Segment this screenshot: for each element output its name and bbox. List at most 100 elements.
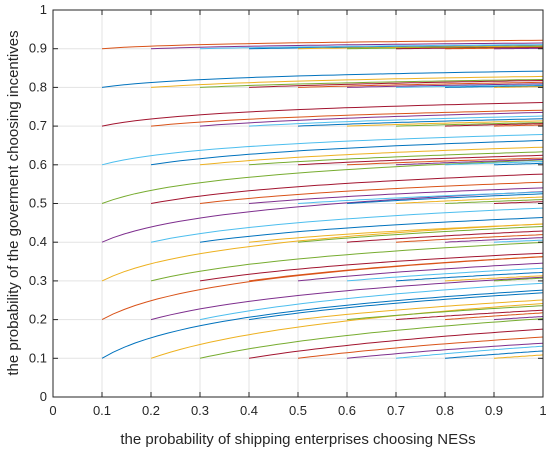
curve-series-line xyxy=(150,303,544,359)
x-tick-label: 0.9 xyxy=(485,403,503,418)
curve-series-line xyxy=(101,223,544,282)
curve-series-line xyxy=(346,305,544,321)
curve-series-line xyxy=(297,191,544,204)
curve-series-line xyxy=(248,187,544,204)
curve-series-line xyxy=(395,234,544,243)
y-axis-label: the probability of the goverment choosin… xyxy=(5,30,22,375)
curve-series-line xyxy=(297,226,544,243)
curve-series-line xyxy=(101,289,544,359)
curve-series-line xyxy=(346,193,544,204)
curve-series-line xyxy=(346,120,544,127)
curve-series-line xyxy=(297,262,544,282)
curve-series-line xyxy=(395,345,544,359)
curve-series-line xyxy=(395,122,544,127)
y-tick-label: 0.6 xyxy=(29,157,47,172)
curve-series-line xyxy=(150,139,544,166)
x-tick-label: 0.4 xyxy=(240,403,258,418)
ticks xyxy=(52,9,544,398)
curve-series-line xyxy=(248,328,544,359)
curve-series-line xyxy=(248,151,544,166)
curve-series-line xyxy=(199,252,544,282)
y-tick-labels: 0 0.1 0.2 0.3 0.4 0.5 0.6 0.7 0.8 0.9 1 xyxy=(29,2,47,404)
curve-series-line xyxy=(150,242,544,282)
curve-series-line xyxy=(101,134,544,166)
y-tick-label: 0.8 xyxy=(29,79,47,94)
curve-series-line xyxy=(297,336,544,359)
curve-series-line xyxy=(101,39,544,50)
curve-series-line xyxy=(297,81,544,88)
x-tick-label: 0.1 xyxy=(93,403,111,418)
curve-series-line xyxy=(199,111,544,127)
x-tick-label: 0.8 xyxy=(436,403,454,418)
curve-series-line xyxy=(444,350,544,359)
x-tick-label: 0.7 xyxy=(387,403,405,418)
curve-series-line xyxy=(494,201,543,204)
curves xyxy=(101,39,544,359)
curve-series-line xyxy=(199,79,544,88)
y-tick-label: 0.9 xyxy=(29,41,47,56)
x-tick-label: 1 xyxy=(539,403,546,418)
curve-series-line xyxy=(150,276,544,321)
curve-series-line xyxy=(199,181,544,204)
curve-series-line xyxy=(346,342,544,359)
y-tick-label: 0.2 xyxy=(29,312,47,327)
curve-series-line xyxy=(346,46,544,50)
curve-series-line xyxy=(444,312,544,321)
curve-series-line xyxy=(395,309,544,321)
curve-series-line xyxy=(150,109,544,127)
curve-series-line xyxy=(346,230,544,243)
curve-series-line xyxy=(101,70,544,88)
curve-series-line xyxy=(493,277,544,282)
curve-series-line xyxy=(444,123,543,127)
curve-series-line xyxy=(248,115,544,127)
x-tick-label: 0 xyxy=(49,403,56,418)
y-tick-label: 0 xyxy=(40,389,47,404)
curve-series-line xyxy=(297,299,544,321)
x-tick-label: 0.3 xyxy=(191,403,209,418)
y-tick-label: 0.7 xyxy=(29,118,47,133)
curve-series-line xyxy=(248,80,544,88)
x-tick-label: 0.6 xyxy=(338,403,356,418)
y-tick-label: 0.3 xyxy=(29,273,47,288)
curve-series-line xyxy=(444,199,543,204)
curve-series-line xyxy=(199,44,544,50)
curve-series-line xyxy=(199,282,544,321)
x-axis-label: the probability of shipping enterprises … xyxy=(120,431,475,448)
curve-series-line xyxy=(150,173,544,204)
curve-series-line xyxy=(248,292,544,321)
curve-series-line xyxy=(395,196,544,204)
curve-series-line xyxy=(445,85,544,88)
curve-series-line xyxy=(297,154,544,166)
curve-series-line xyxy=(101,102,544,127)
curve-series-line xyxy=(346,267,544,282)
x-tick-label: 0.2 xyxy=(142,403,160,418)
x-tick-labels: 0 0.1 0.2 0.3 0.4 0.5 0.6 0.7 0.8 0.9 1 xyxy=(49,403,546,418)
curve-series-line xyxy=(297,45,543,50)
curve-series-line xyxy=(494,162,543,166)
curve-series-line xyxy=(444,161,544,166)
curve-series-line xyxy=(493,316,544,321)
curve-series-line xyxy=(444,275,544,282)
y-tick-label: 0.5 xyxy=(29,196,47,211)
curve-series-line xyxy=(493,354,544,359)
curve-series-line xyxy=(494,124,544,127)
curve-series-line xyxy=(395,271,544,282)
curve-series-line xyxy=(150,207,544,243)
curve-series-line xyxy=(346,157,544,166)
curve-series-line xyxy=(346,83,544,88)
curve-series-line xyxy=(150,75,544,88)
curve-series-line xyxy=(199,318,544,359)
curve-series-line xyxy=(493,239,544,243)
curve-series-line xyxy=(395,158,544,166)
y-tick-label: 0.4 xyxy=(29,234,47,249)
curve-series-line xyxy=(395,84,543,88)
curve-series-line xyxy=(248,256,544,282)
y-tick-label: 1 xyxy=(40,2,47,17)
curve-series-line xyxy=(101,159,544,204)
curve-series-line xyxy=(444,237,544,243)
curve-series-line xyxy=(297,118,544,127)
curve-series-line xyxy=(199,217,544,243)
curve-series-line xyxy=(494,86,543,88)
curve-series-line xyxy=(199,146,544,166)
